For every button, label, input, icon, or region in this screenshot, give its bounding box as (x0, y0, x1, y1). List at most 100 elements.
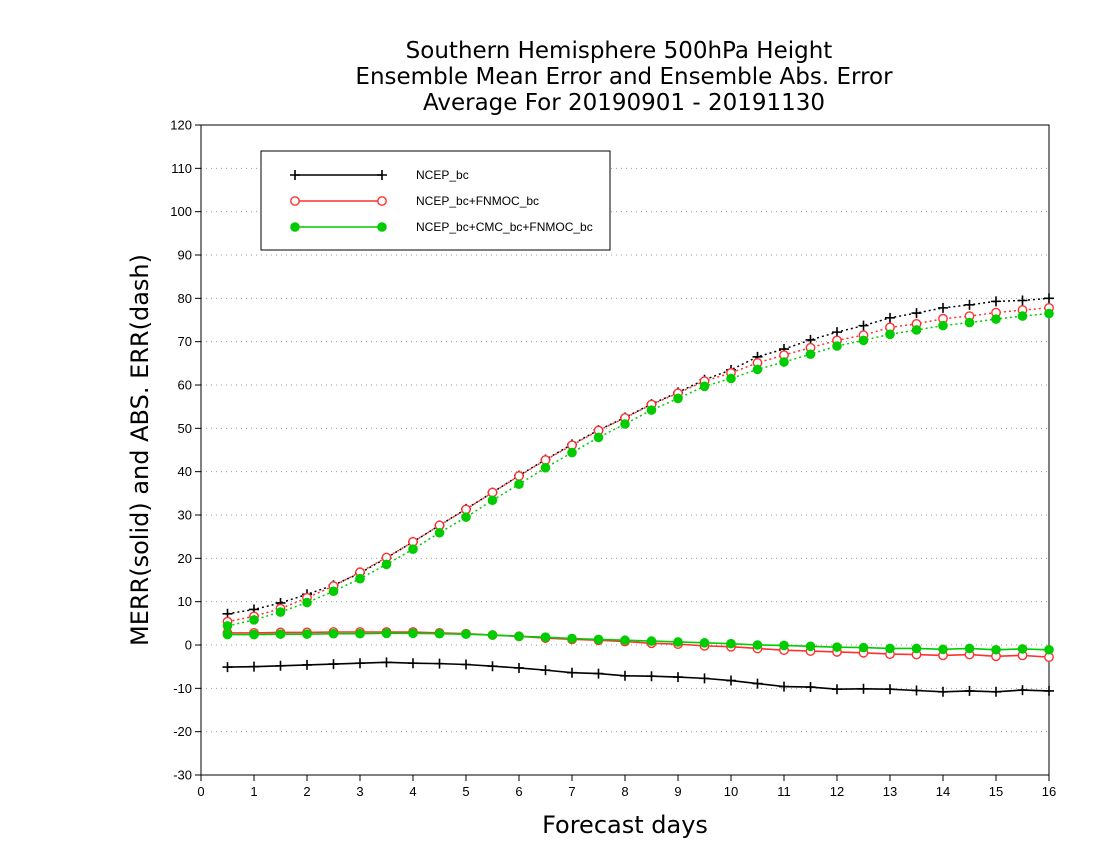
mean-error-point (620, 670, 630, 681)
series-ncep-bc (222, 293, 1054, 697)
mean-error-point (514, 662, 524, 673)
legend: NCEP_bc NCEP_bc+FNMOC_bc NCEP_bc+CMC_bc+FN… (260, 150, 611, 251)
mean-error-point (461, 629, 471, 639)
abs-error-point (540, 455, 551, 465)
mean-error-point (593, 634, 604, 645)
y-tick-label: 0 (185, 638, 192, 653)
abs-error-point (514, 479, 524, 490)
mean-error-point (832, 684, 842, 695)
abs-error-point (1044, 293, 1054, 304)
abs-error-point (275, 607, 286, 617)
x-tick-label: 0 (197, 784, 204, 799)
y-tick-label: 40 (178, 464, 192, 479)
mean-error-point (620, 635, 630, 646)
mean-error-point (275, 660, 286, 671)
legend-item-ncep-bc-cmc-bc-fnmoc-bc: NCEP_bc+CMC_bc+FNMOC_bc (290, 220, 593, 234)
mean-error-point (249, 629, 259, 640)
mean-error-point (222, 662, 233, 673)
abs-error-point (699, 381, 710, 392)
abs-error-point (752, 364, 763, 375)
legend-item-ncep-bc-fnmoc-bc: NCEP_bc+FNMOC_bc (290, 194, 539, 208)
mean-error-point (858, 683, 869, 694)
mean-error-point (726, 675, 736, 686)
legend-label: NCEP_bc+FNMOC_bc (416, 194, 539, 208)
y-tick-label: 120 (170, 118, 192, 133)
abs-error-point (487, 495, 498, 506)
abs-error-point (434, 527, 445, 538)
abs-error-point (911, 325, 922, 335)
abs-error-point (964, 317, 975, 328)
legend-label: NCEP_bc+CMC_bc+FNMOC_bc (416, 220, 593, 234)
abs-error-point (885, 329, 895, 340)
mean-error-line-ncep-bc (227, 661, 1050, 693)
mean-error-point (991, 644, 1001, 655)
abs-error-point (858, 320, 869, 331)
x-tick-label: 1 (250, 784, 257, 799)
abs-error-point (328, 586, 339, 597)
series-ncep-bc-fnmoc-bc (222, 302, 1054, 663)
y-tick-label: 20 (178, 551, 192, 566)
abs-error-point (1017, 311, 1028, 321)
abs-error-point (779, 357, 789, 367)
y-tick-label: 70 (178, 334, 192, 349)
legend-swatch-marker (290, 170, 300, 180)
abs-error-point (726, 373, 736, 384)
y-tick-label: -20 (173, 724, 192, 739)
mean-error-point (222, 629, 233, 640)
mean-error-point (249, 661, 259, 672)
abs-error-line-ncep-bc-fnmoc-bc (227, 307, 1050, 623)
abs-error-point (991, 314, 1001, 324)
mean-error-point (885, 684, 895, 695)
abs-error-line-ncep-bc-cmc-bc-fnmoc-bc (227, 312, 1050, 627)
x-tick-label: 15 (989, 784, 1003, 799)
abs-error-point (938, 320, 948, 331)
x-tick-label: 6 (515, 784, 522, 799)
legend-swatch-marker (290, 222, 300, 232)
abs-error-point (514, 471, 524, 481)
abs-error-point (885, 312, 895, 323)
series-layer (222, 293, 1054, 697)
mean-error-point (540, 632, 551, 642)
mean-error-point (752, 678, 763, 689)
legend-swatch-marker (290, 196, 300, 206)
mean-error-line-ncep-bc-fnmoc-bc (227, 631, 1050, 658)
mean-error-point (355, 628, 365, 639)
mean-error-point (752, 640, 763, 650)
x-tick-label: 13 (883, 784, 897, 799)
abs-error-point (646, 405, 657, 415)
mean-error-point (938, 686, 948, 697)
mean-error-point (805, 682, 816, 693)
mean-error-point (408, 628, 418, 639)
abs-error-point (567, 447, 577, 458)
mean-error-point (885, 643, 895, 654)
abs-error-point (964, 299, 975, 310)
mean-error-point (779, 681, 789, 692)
x-tick-label: 4 (409, 784, 416, 799)
abs-error-point (408, 544, 418, 555)
mean-error-point (434, 628, 445, 639)
mean-error-point (328, 659, 339, 670)
x-tick-label: 2 (303, 784, 310, 799)
x-tick-label: 8 (621, 784, 628, 799)
y-tick-label: 80 (178, 291, 192, 306)
legend-swatch-marker (377, 170, 387, 180)
title-line-3: Average For 20190901 - 20191130 (423, 90, 825, 116)
mean-error-point (355, 658, 365, 669)
mean-error-point (434, 658, 445, 669)
mean-error-point (673, 672, 683, 683)
x-tick-label: 3 (356, 784, 363, 799)
title-line-2: Ensemble Mean Error and Ensemble Abs. Er… (355, 64, 893, 90)
y-axis-title: MERR(solid) and ABS. ERR(dash) (126, 254, 154, 646)
abs-error-point (222, 621, 233, 631)
mean-error-point (699, 638, 710, 648)
abs-error-point (938, 302, 948, 313)
y-tick-label: 110 (171, 161, 192, 176)
x-tick-label: 5 (462, 784, 469, 799)
abs-error-point (381, 559, 392, 570)
mean-error-point (911, 643, 922, 654)
mean-error-point (646, 636, 657, 646)
mean-error-point (1044, 644, 1054, 655)
mean-error-point (1044, 685, 1054, 696)
mean-error-point (461, 659, 471, 670)
